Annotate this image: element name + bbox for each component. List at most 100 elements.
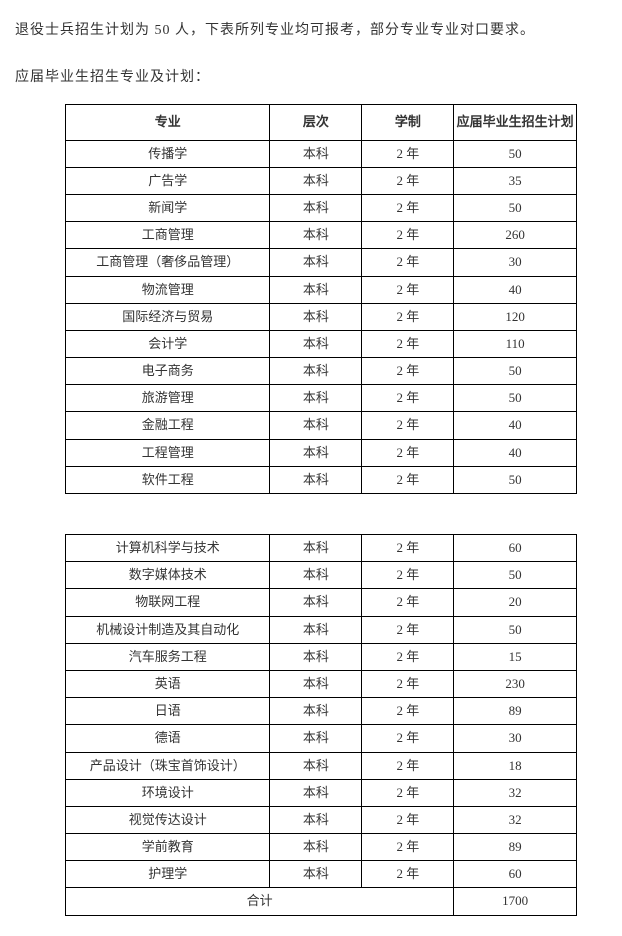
cell-plan: 60 — [454, 535, 577, 562]
table-row: 软件工程本科2 年50 — [66, 466, 577, 493]
cell-duration: 2 年 — [362, 616, 454, 643]
cell-major: 广告学 — [66, 167, 270, 194]
cell-plan: 50 — [454, 358, 577, 385]
cell-major: 英语 — [66, 670, 270, 697]
cell-level: 本科 — [270, 222, 362, 249]
table-row: 视觉传达设计本科2 年32 — [66, 806, 577, 833]
cell-duration: 2 年 — [362, 412, 454, 439]
total-row: 合计 1700 — [66, 888, 577, 915]
cell-major: 数字媒体技术 — [66, 562, 270, 589]
cell-duration: 2 年 — [362, 222, 454, 249]
cell-plan: 32 — [454, 779, 577, 806]
cell-level: 本科 — [270, 589, 362, 616]
cell-major: 国际经济与贸易 — [66, 303, 270, 330]
cell-major: 计算机科学与技术 — [66, 535, 270, 562]
cell-major: 视觉传达设计 — [66, 806, 270, 833]
cell-level: 本科 — [270, 806, 362, 833]
cell-level: 本科 — [270, 752, 362, 779]
cell-duration: 2 年 — [362, 330, 454, 357]
cell-major: 金融工程 — [66, 412, 270, 439]
cell-plan: 20 — [454, 589, 577, 616]
intro-paragraph: 退役士兵招生计划为 50 人，下表所列专业均可报考，部分专业专业对口要求。 — [15, 20, 607, 42]
cell-plan: 30 — [454, 249, 577, 276]
header-plan: 应届毕业生招生计划 — [454, 105, 577, 140]
cell-duration: 2 年 — [362, 643, 454, 670]
table-gap — [65, 494, 577, 534]
cell-major: 新闻学 — [66, 194, 270, 221]
cell-duration: 2 年 — [362, 249, 454, 276]
cell-duration: 2 年 — [362, 752, 454, 779]
table-row: 物流管理本科2 年40 — [66, 276, 577, 303]
cell-level: 本科 — [270, 330, 362, 357]
cell-plan: 50 — [454, 140, 577, 167]
cell-duration: 2 年 — [362, 385, 454, 412]
cell-duration: 2 年 — [362, 276, 454, 303]
cell-plan: 260 — [454, 222, 577, 249]
cell-plan: 35 — [454, 167, 577, 194]
enrollment-table-part1: 专业 层次 学制 应届毕业生招生计划 传播学本科2 年50广告学本科2 年35新… — [65, 104, 577, 494]
cell-duration: 2 年 — [362, 562, 454, 589]
cell-duration: 2 年 — [362, 140, 454, 167]
total-label: 合计 — [66, 888, 454, 915]
cell-duration: 2 年 — [362, 806, 454, 833]
total-value: 1700 — [454, 888, 577, 915]
cell-level: 本科 — [270, 385, 362, 412]
cell-plan: 40 — [454, 439, 577, 466]
cell-major: 产品设计（珠宝首饰设计） — [66, 752, 270, 779]
cell-duration: 2 年 — [362, 670, 454, 697]
cell-major: 电子商务 — [66, 358, 270, 385]
cell-plan: 89 — [454, 698, 577, 725]
cell-duration: 2 年 — [362, 303, 454, 330]
cell-major: 软件工程 — [66, 466, 270, 493]
cell-plan: 89 — [454, 834, 577, 861]
cell-plan: 30 — [454, 725, 577, 752]
header-level: 层次 — [270, 105, 362, 140]
table-row: 日语本科2 年89 — [66, 698, 577, 725]
cell-level: 本科 — [270, 616, 362, 643]
table-row: 工程管理本科2 年40 — [66, 439, 577, 466]
cell-level: 本科 — [270, 861, 362, 888]
cell-major: 日语 — [66, 698, 270, 725]
cell-major: 德语 — [66, 725, 270, 752]
table-row: 会计学本科2 年110 — [66, 330, 577, 357]
table-row: 金融工程本科2 年40 — [66, 412, 577, 439]
cell-major: 汽车服务工程 — [66, 643, 270, 670]
table-row: 护理学本科2 年60 — [66, 861, 577, 888]
cell-level: 本科 — [270, 779, 362, 806]
table-row: 旅游管理本科2 年50 — [66, 385, 577, 412]
cell-major: 工程管理 — [66, 439, 270, 466]
cell-level: 本科 — [270, 194, 362, 221]
cell-level: 本科 — [270, 643, 362, 670]
cell-plan: 50 — [454, 562, 577, 589]
cell-plan: 15 — [454, 643, 577, 670]
table-row: 产品设计（珠宝首饰设计）本科2 年18 — [66, 752, 577, 779]
cell-level: 本科 — [270, 670, 362, 697]
cell-level: 本科 — [270, 562, 362, 589]
cell-duration: 2 年 — [362, 167, 454, 194]
cell-plan: 50 — [454, 385, 577, 412]
cell-duration: 2 年 — [362, 725, 454, 752]
cell-duration: 2 年 — [362, 834, 454, 861]
cell-duration: 2 年 — [362, 535, 454, 562]
cell-duration: 2 年 — [362, 194, 454, 221]
table-container: 专业 层次 学制 应届毕业生招生计划 传播学本科2 年50广告学本科2 年35新… — [15, 104, 607, 915]
table-row: 物联网工程本科2 年20 — [66, 589, 577, 616]
cell-major: 环境设计 — [66, 779, 270, 806]
table-row: 工商管理（奢侈品管理）本科2 年30 — [66, 249, 577, 276]
table-row: 英语本科2 年230 — [66, 670, 577, 697]
cell-duration: 2 年 — [362, 358, 454, 385]
enrollment-table-part2: 计算机科学与技术本科2 年60数字媒体技术本科2 年50物联网工程本科2 年20… — [65, 534, 577, 916]
cell-plan: 110 — [454, 330, 577, 357]
cell-major: 传播学 — [66, 140, 270, 167]
cell-level: 本科 — [270, 303, 362, 330]
cell-level: 本科 — [270, 276, 362, 303]
cell-duration: 2 年 — [362, 466, 454, 493]
table-row: 环境设计本科2 年32 — [66, 779, 577, 806]
cell-duration: 2 年 — [362, 698, 454, 725]
cell-level: 本科 — [270, 834, 362, 861]
cell-plan: 18 — [454, 752, 577, 779]
cell-major: 工商管理 — [66, 222, 270, 249]
table-header-row: 专业 层次 学制 应届毕业生招生计划 — [66, 105, 577, 140]
table-row: 学前教育本科2 年89 — [66, 834, 577, 861]
header-major: 专业 — [66, 105, 270, 140]
